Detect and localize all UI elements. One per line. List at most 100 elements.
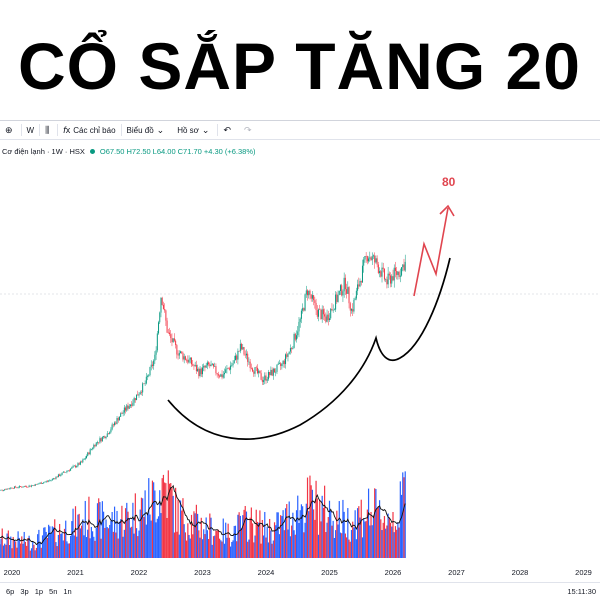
candle	[5, 488, 7, 491]
profile-button[interactable]: Hồ sơ ⌄	[172, 121, 217, 139]
candle	[183, 353, 185, 364]
candle	[96, 440, 98, 445]
volume-bar	[154, 490, 156, 558]
volume-bar	[149, 514, 151, 558]
volume-bar	[262, 535, 265, 558]
candle	[329, 313, 330, 322]
candle	[167, 328, 169, 334]
volume-bar	[100, 538, 102, 558]
volume-bar	[194, 513, 196, 558]
volume-bar	[18, 537, 20, 558]
candle	[193, 363, 195, 370]
volume-bar	[134, 493, 136, 558]
range-5n[interactable]: 5n	[49, 587, 58, 596]
range-6p[interactable]: 6p	[6, 587, 15, 596]
candle	[43, 481, 45, 484]
volume-bar	[233, 525, 235, 558]
volume-bar	[60, 533, 62, 558]
candle	[195, 360, 197, 374]
volume-bar	[289, 536, 292, 558]
volume-bar	[187, 523, 189, 558]
candle	[232, 360, 234, 368]
volume-bar	[37, 534, 39, 558]
range-1n[interactable]: 1n	[63, 587, 72, 596]
undo-button[interactable]: ↶	[218, 121, 239, 139]
volume-bar	[338, 501, 340, 558]
volume-ma-line	[0, 484, 406, 546]
volume-bar	[164, 482, 166, 558]
volume-bar	[178, 534, 180, 558]
volume-bar	[282, 510, 284, 558]
volume-bar	[333, 537, 335, 558]
candles	[0, 251, 406, 492]
indicators-button[interactable]: fx Các chỉ báo	[58, 121, 120, 139]
volume-bar	[295, 510, 298, 558]
candle	[254, 367, 256, 377]
volume-bar	[199, 537, 201, 558]
volume-bar	[57, 534, 60, 558]
candle	[116, 415, 118, 425]
volume-bar	[354, 510, 356, 558]
redo-button[interactable]: ↷	[239, 121, 260, 139]
candle	[309, 289, 311, 300]
candle	[319, 304, 321, 311]
candle	[320, 308, 322, 320]
symbol-name[interactable]: Cơ điện lạnh · 1W · HSX	[2, 146, 85, 156]
volume-bar	[201, 539, 204, 558]
candle	[245, 349, 247, 360]
candle	[217, 371, 219, 379]
volume-bar	[378, 500, 381, 558]
candle	[205, 362, 207, 369]
volume-bar	[299, 510, 301, 558]
candle	[182, 351, 184, 362]
volume-bar	[105, 519, 107, 558]
volume-bar	[32, 541, 34, 558]
volume-bar	[5, 544, 7, 558]
range-3p[interactable]: 3p	[20, 587, 29, 596]
candle	[333, 308, 335, 311]
candle	[137, 390, 139, 396]
add-symbol-button[interactable]: ⊕	[0, 121, 21, 139]
volume-bar	[143, 516, 145, 558]
volume-bar	[155, 522, 157, 558]
volume-bar	[115, 532, 117, 558]
volume-bar	[51, 526, 53, 558]
candle	[292, 346, 294, 350]
candle	[45, 480, 47, 483]
volume-bar	[113, 506, 116, 558]
candle	[253, 369, 255, 377]
volume-bar	[72, 508, 74, 558]
volume-bar	[120, 519, 122, 558]
volume-bar	[394, 526, 397, 558]
candle	[215, 363, 217, 376]
candle	[15, 485, 17, 488]
candle	[274, 367, 276, 373]
candle	[199, 366, 201, 378]
candle-style-button[interactable]: ⫼	[40, 121, 57, 139]
x-tick-label: 2022	[131, 568, 148, 577]
x-tick-label: 2026	[385, 568, 402, 577]
volume-bar	[375, 489, 377, 558]
candle	[173, 333, 175, 343]
volume-bar	[250, 507, 252, 558]
undo-icon: ↶	[223, 124, 231, 135]
volume-bar	[59, 523, 61, 558]
candle	[147, 374, 149, 381]
volume-bar	[30, 548, 33, 558]
candle	[386, 276, 388, 289]
candle	[125, 406, 127, 414]
candle	[332, 304, 334, 313]
x-tick-label: 2020	[4, 568, 21, 577]
volume-bar	[204, 534, 206, 558]
range-1p[interactable]: 1p	[34, 587, 44, 596]
volume-bar	[195, 504, 197, 558]
candle	[249, 358, 251, 372]
interval-button[interactable]: W	[26, 125, 35, 135]
volume-bar	[276, 512, 278, 558]
volume-bar	[197, 513, 199, 558]
chart-type-button[interactable]: Biểu đồ ⌄	[122, 121, 173, 139]
candle	[387, 266, 389, 289]
volume-bar	[287, 529, 289, 558]
volume-bar	[55, 542, 57, 558]
